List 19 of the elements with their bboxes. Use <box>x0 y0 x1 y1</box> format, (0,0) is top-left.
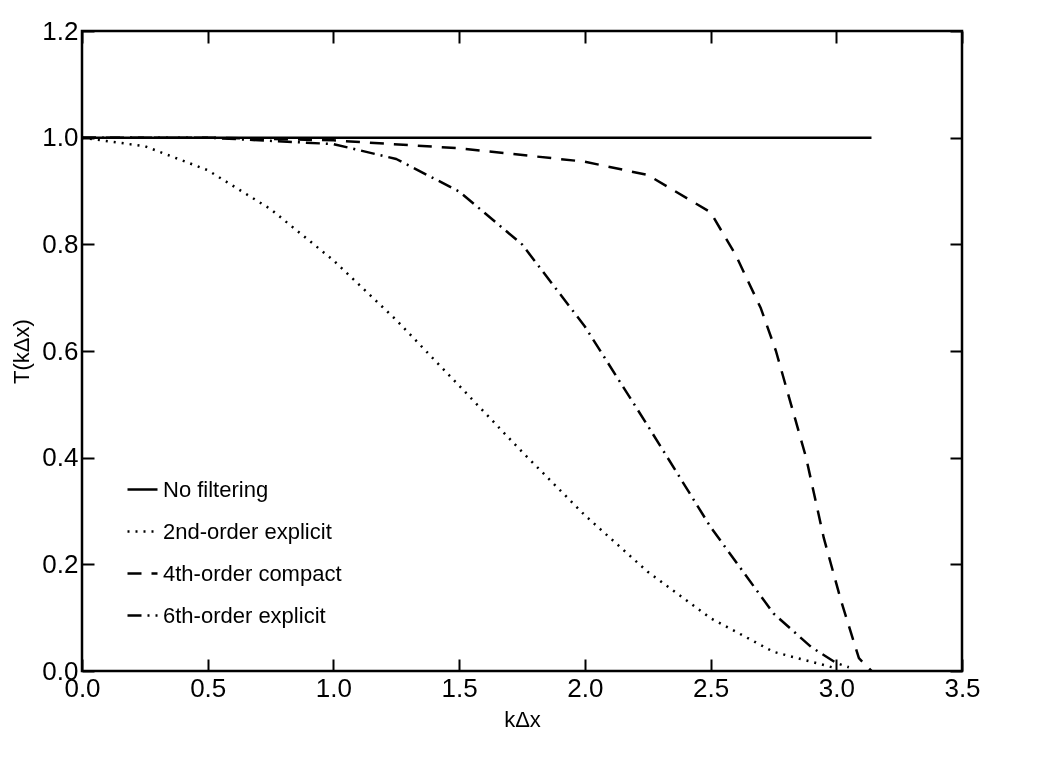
x-axis-title: kΔx <box>504 706 541 732</box>
y-tick-label: 1.0 <box>42 122 79 153</box>
y-axis-title: T(kΔx) <box>9 319 35 384</box>
x-tick-label: 3.5 <box>944 672 981 703</box>
legend-label: 6th-order explicit <box>163 602 326 628</box>
x-tick-label: 2.5 <box>692 672 730 703</box>
x-tick-label: 1.0 <box>315 672 353 703</box>
y-tick-label: 0.4 <box>42 442 79 473</box>
x-tick-label: 2.0 <box>567 672 604 703</box>
y-tick-label: 0.2 <box>42 548 79 579</box>
y-tick-label: 0.8 <box>42 228 79 259</box>
y-tick-label: 1.2 <box>42 15 79 46</box>
x-tick-label: 1.5 <box>441 672 478 703</box>
x-tick-label: 0.5 <box>190 672 227 703</box>
legend-label: No filtering <box>163 476 269 502</box>
y-tick-label: 0.6 <box>42 335 79 366</box>
x-tick-label: 3.0 <box>818 672 855 703</box>
legend-label: 4th-order compact <box>163 560 342 586</box>
legend-label: 2nd-order explicit <box>163 518 332 544</box>
